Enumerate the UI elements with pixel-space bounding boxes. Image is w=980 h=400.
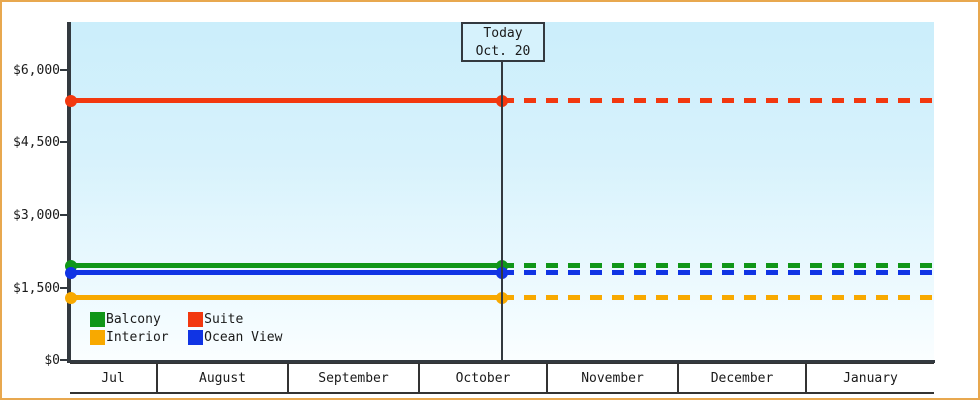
legend-label: Ocean View xyxy=(204,330,283,345)
legend-swatch-icon xyxy=(188,330,204,345)
y-tick-label: $1,500 xyxy=(13,281,60,296)
series-line-ocean-view-solid xyxy=(70,270,502,275)
y-tick-6000: $6,000 xyxy=(2,63,67,78)
legend-label: Balcony xyxy=(106,312,161,327)
y-tick-1500: $1,500 xyxy=(2,281,67,296)
month-cell-december[interactable]: December xyxy=(679,364,807,392)
legend-item-suite[interactable]: Suite xyxy=(188,312,290,327)
today-callout-date: Oct. 20 xyxy=(475,44,531,59)
y-tick-label: $6,000 xyxy=(13,63,60,78)
y-tick-mark xyxy=(60,359,67,361)
y-tick-mark xyxy=(60,287,67,289)
y-tick-0: $0 xyxy=(2,353,67,368)
month-cell-september[interactable]: September xyxy=(289,364,420,392)
month-axis-table: Jul August September October November De… xyxy=(70,364,934,394)
series-point-ocean-view-start xyxy=(65,267,77,279)
y-tick-mark xyxy=(60,69,67,71)
y-tick-mark xyxy=(60,214,67,216)
legend-swatch-icon xyxy=(90,312,105,327)
series-line-suite-dashed xyxy=(502,98,934,103)
y-axis-line xyxy=(67,22,71,363)
legend-swatch-icon xyxy=(188,312,204,327)
y-tick-label: $0 xyxy=(44,353,60,368)
month-cell-august[interactable]: August xyxy=(158,364,289,392)
series-point-suite-start xyxy=(65,95,77,107)
month-cell-november[interactable]: November xyxy=(548,364,679,392)
legend-swatch-icon xyxy=(90,330,105,345)
chart-legend: Balcony Suite Interior Ocean View xyxy=(90,312,290,345)
today-callout: Today Oct. 20 xyxy=(461,22,545,62)
series-line-interior-dashed xyxy=(502,295,934,300)
legend-label: Interior xyxy=(106,330,169,345)
series-line-balcony-dashed xyxy=(502,263,934,268)
series-line-interior-solid xyxy=(70,295,502,300)
series-line-ocean-view-dashed xyxy=(502,270,934,275)
month-cell-october[interactable]: October xyxy=(420,364,548,392)
y-tick-label: $4,500 xyxy=(13,135,60,150)
legend-label: Suite xyxy=(204,312,244,327)
month-cell-jul[interactable]: Jul xyxy=(70,364,158,392)
y-tick-label: $3,000 xyxy=(13,208,60,223)
y-tick-4500: $4,500 xyxy=(2,135,67,150)
y-tick-3000: $3,000 xyxy=(2,208,67,223)
legend-item-ocean-view[interactable]: Ocean View xyxy=(188,330,290,345)
legend-item-balcony[interactable]: Balcony xyxy=(90,312,176,327)
y-tick-mark xyxy=(60,141,67,143)
series-line-suite-solid xyxy=(70,98,502,103)
legend-item-interior[interactable]: Interior xyxy=(90,330,176,345)
series-line-balcony-solid xyxy=(70,263,502,268)
series-point-interior-start xyxy=(65,292,77,304)
month-cell-january[interactable]: January xyxy=(807,364,934,392)
today-vertical-line xyxy=(501,22,503,362)
today-callout-title: Today xyxy=(483,26,523,41)
